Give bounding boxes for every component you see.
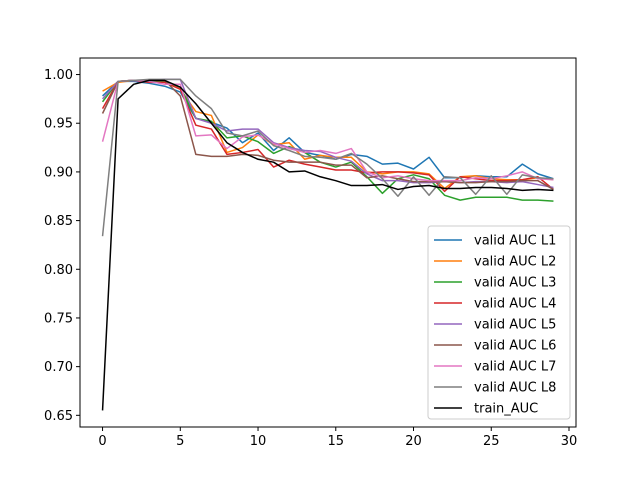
legend-label: valid AUC L3 (474, 276, 556, 291)
legend-label: valid AUC L1 (474, 234, 556, 249)
series-line-8 (101, 78, 554, 237)
x-tick-label: 10 (250, 434, 267, 449)
y-tick-label: 0.80 (44, 263, 73, 278)
legend: valid AUC L1 valid AUC L2 valid AUC L3 vali… (427, 225, 571, 420)
y-tick-label: 0.95 (44, 117, 73, 132)
plot-lines (101, 78, 554, 411)
y-tick-label: 0.70 (44, 360, 73, 375)
series-line-6 (101, 79, 554, 191)
y-tick-label: 0.75 (44, 311, 73, 326)
series-line-7 (101, 79, 554, 182)
x-tick-label: 25 (483, 434, 500, 449)
x-tick-label: 5 (176, 434, 184, 449)
x-tick-label: 15 (328, 434, 345, 449)
x-tick-label: 30 (561, 434, 578, 449)
legend-label: train_AUC (474, 402, 538, 417)
legend-label: valid AUC L2 (474, 255, 556, 270)
axes-frame (79, 57, 577, 428)
y-tick-label: 0.90 (44, 165, 73, 180)
x-tick-label: 0 (98, 434, 106, 449)
x-axis: 0 5 10 15 20 25 30 (98, 427, 577, 449)
series-line-9 (101, 79, 554, 411)
legend-box (427, 225, 571, 420)
legend-label: valid AUC L4 (474, 297, 556, 312)
legend-label: valid AUC L5 (474, 318, 556, 333)
legend-label: valid AUC L8 (474, 381, 556, 396)
y-axis: 0.65 0.70 0.75 0.80 0.85 0.90 0.95 1.00 (44, 68, 80, 424)
y-tick-label: 0.65 (44, 409, 73, 424)
legend-label: valid AUC L6 (474, 339, 556, 354)
y-tick-label: 0.85 (44, 214, 73, 229)
series-line-4 (101, 79, 554, 193)
legend-label: valid AUC L7 (474, 360, 556, 375)
y-tick-label: 1.00 (44, 68, 73, 83)
x-tick-label: 20 (405, 434, 422, 449)
